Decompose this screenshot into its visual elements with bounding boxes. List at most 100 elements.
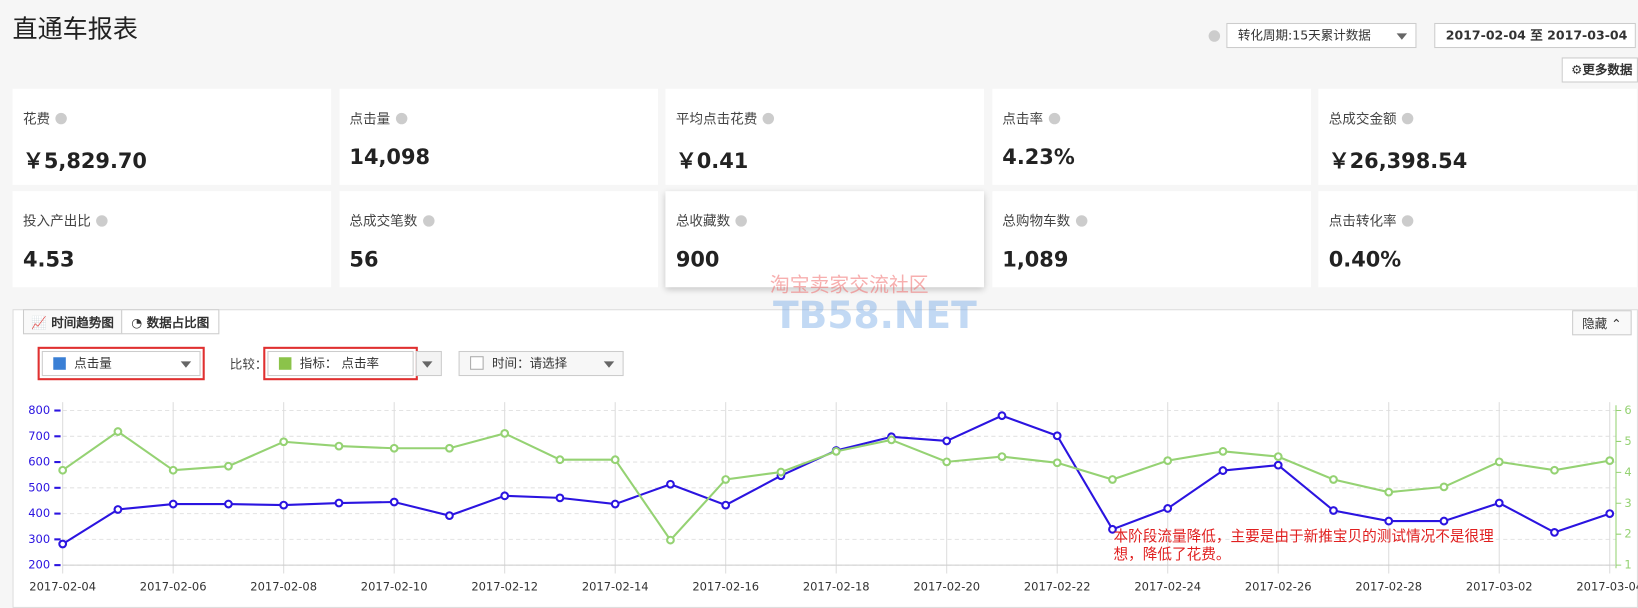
more-button[interactable]: ⚙更多数据 [1561, 57, 1638, 83]
point [1439, 516, 1449, 526]
time-text: 时间：请选择 [492, 356, 568, 371]
metric-value: 14,098 [349, 144, 431, 170]
y-tick-label: 700 [28, 429, 50, 443]
point [1329, 475, 1338, 484]
indicator-select[interactable]: 指标： 点击率 [263, 346, 418, 381]
metric-card: 总收藏数 900 [665, 191, 985, 288]
tab[interactable]: ◔ 数据占比图 [121, 309, 220, 335]
y2-tick-label: 2 [1624, 527, 1631, 541]
metric-value: 4.23% [1002, 144, 1075, 170]
point [224, 499, 233, 509]
metric-card: 点击率 4.23% [991, 88, 1311, 185]
metric-label-text: 总收藏数 [675, 214, 731, 230]
help-icon [1401, 215, 1414, 227]
x-tick-label: 2017-02-16 [692, 580, 759, 594]
point [997, 452, 1007, 461]
x-tick-label: 2017-02-18 [803, 580, 870, 594]
indicator-text: 点击率 [341, 356, 380, 371]
metric-value: 4.53 [22, 246, 75, 272]
point [666, 535, 675, 545]
info-icon [1208, 30, 1221, 42]
point [389, 443, 399, 453]
point [113, 427, 123, 436]
metric-card: 投入产出比 4.53 [12, 191, 332, 288]
point [1384, 516, 1394, 526]
point [555, 493, 565, 503]
x-tick-label: 2017-02-26 [1245, 580, 1312, 594]
watermark-site: TB58.NET [773, 294, 977, 338]
metric-label: 点击率 [1002, 108, 1300, 127]
y-tick-label: 200 [28, 558, 50, 572]
point [1550, 465, 1559, 475]
x-tick-label: 2017-02-14 [582, 580, 649, 594]
date-range[interactable]: 2017-02-04 至 2017-03-04 [1434, 22, 1636, 49]
point [113, 505, 123, 514]
point [1384, 487, 1394, 497]
x-tick-label: 2017-02-06 [140, 580, 207, 594]
hide-button[interactable]: 隐藏 ⌃ [1572, 310, 1632, 336]
point [500, 429, 510, 438]
point [1439, 482, 1449, 492]
metric-label: 总成交笔数 [349, 210, 647, 230]
point [610, 455, 620, 465]
point [1052, 431, 1062, 441]
x-tick-label: 2017-02-10 [361, 580, 428, 594]
metric-label: 平均点击花费 [676, 108, 974, 127]
point [58, 539, 68, 549]
point [942, 436, 952, 446]
point [997, 411, 1007, 421]
x-tick-label: 2017-03-02 [1466, 580, 1533, 594]
point [334, 441, 344, 451]
metric-label: 总购物车数 [1002, 210, 1300, 230]
point [721, 475, 731, 484]
help-icon [422, 215, 435, 227]
x-tick-label: 2017-02-12 [471, 580, 538, 594]
tab[interactable]: 📈 时间趋势图 [22, 309, 123, 335]
watermark: 淘宝卖家交流社区 [769, 273, 929, 297]
metric-value: ￥26,398.54 [1328, 148, 1468, 174]
time-select[interactable]: 时间：请选择 [458, 350, 624, 377]
point [1052, 458, 1062, 468]
y2-tick-label: 3 [1624, 496, 1631, 510]
point [168, 499, 178, 509]
metric-label: 总收藏数 [676, 210, 974, 230]
y2-tick-label: 4 [1624, 465, 1631, 479]
point [445, 443, 454, 453]
point [1108, 524, 1117, 534]
tab-text: 数据占比图 [146, 315, 210, 331]
period-text: 转化周期:15天累计数据 [1237, 28, 1371, 43]
point [168, 465, 178, 475]
point [887, 435, 896, 445]
point [58, 465, 68, 475]
metric-label: 总成交金额 [1328, 108, 1627, 128]
date-text: 2017-02-04 至 2017-03-04 [1445, 28, 1628, 43]
metric-value: ￥0.41 [675, 148, 749, 174]
point [1273, 452, 1283, 461]
x-tick-label: 2017-02-28 [1355, 580, 1422, 594]
indicator-arrow[interactable] [415, 350, 442, 377]
metric-card: 点击转化率 0.40% [1318, 191, 1637, 288]
period-dropdown[interactable]: 转化周期:15天累计数据 [1226, 22, 1417, 49]
metric-label-text: 总购物车数 [1002, 214, 1071, 230]
metric-select[interactable]: 点击量 [37, 346, 205, 381]
help-icon [96, 215, 108, 227]
help-icon [55, 112, 67, 125]
metric-label: 投入产出比 [23, 210, 321, 230]
metric-label-text: 总成交金额 [1328, 111, 1397, 128]
y-tick-label: 300 [28, 532, 50, 546]
y-tick-label: 400 [28, 506, 50, 520]
point [555, 455, 565, 465]
y2-tick-label: 1 [1624, 558, 1631, 572]
point [224, 461, 233, 471]
point [1605, 509, 1615, 518]
metric-value: 900 [675, 246, 720, 272]
metric-card: 总成交金额 ￥26,398.54 [1318, 88, 1637, 185]
point [1163, 504, 1173, 513]
help-icon [1048, 112, 1060, 125]
point [1163, 456, 1173, 466]
point [831, 446, 841, 456]
point [389, 497, 399, 507]
metric-value: 56 [349, 246, 379, 272]
x-tick-label: 2017-03-04 [1576, 580, 1638, 594]
metric-label-text: 总成交笔数 [349, 214, 418, 230]
